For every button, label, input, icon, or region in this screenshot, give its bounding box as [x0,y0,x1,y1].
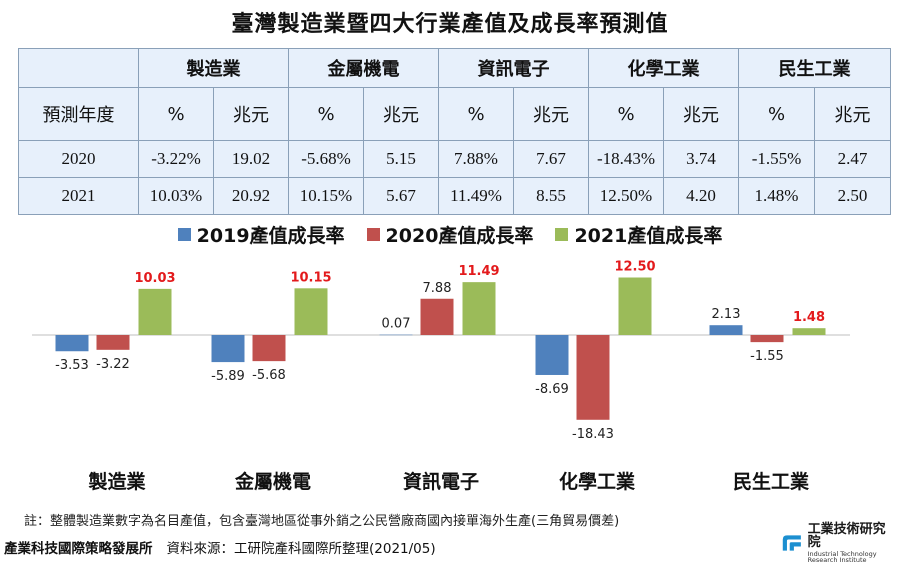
bar [750,335,784,343]
unit-pct-cell: % [288,87,364,141]
table-cell: 7.88% [438,140,514,178]
table-cell: 3.74 [663,140,739,178]
bar [96,335,130,350]
unit-pct-cell: % [138,87,214,141]
bar [211,335,245,363]
itri-logo-icon [780,533,804,553]
unit-pct-cell: % [588,87,664,141]
source-text: 資料來源：工研院產科國際所整理(2021/05) [166,541,436,557]
year-cell: 2021 [18,177,139,215]
unit-pct-cell: % [438,87,514,141]
category-label: 化學工業 [559,470,636,493]
table-cell: 2.47 [814,140,891,178]
legend-item: 2021產值成長率 [555,221,722,248]
table-cell: -18.43% [588,140,664,178]
table-cell: 19.02 [213,140,289,178]
chart-title: 臺灣製造業暨四大行業產值及成長率預測值 [231,12,669,37]
table-cell: 20.92 [213,177,289,215]
table-cell: 10.15% [288,177,364,215]
table-unit-row: 預測年度 % 兆元 % 兆元 % 兆元 % 兆元 % 兆元 [18,87,891,141]
data-label: -3.22 [96,357,130,372]
table-group-header: 資訊電子 [438,48,589,88]
table-cell: 5.67 [363,177,439,215]
bar [576,335,610,420]
category-label: 金屬機電 [234,470,311,493]
bar [252,335,286,362]
table-corner-cell [18,48,139,88]
table-cell: 4.20 [663,177,739,215]
data-label: 11.49 [458,264,499,279]
data-label: 0.07 [382,317,411,332]
category-label: 民生工業 [733,470,810,493]
legend-swatch [177,227,191,241]
data-label: 2.13 [712,307,741,322]
unit-pct-cell: % [738,87,815,141]
table-row: 2020 -3.22% 19.02 -5.68% 5.15 7.88% 7.67… [18,140,891,178]
data-label: 1.48 [793,310,825,325]
chart-legend: 2019產值成長率 2020產值成長率 2021產值成長率 [0,220,900,248]
table-header-row: 製造業 金屬機電 資訊電子 化學工業 民生工業 [18,48,891,88]
bar [420,298,454,335]
legend-label: 2021產值成長率 [574,224,723,247]
table-cell: 10.03% [138,177,214,215]
itri-logo: 工業技術研究院 Industrial Technology Research I… [780,521,898,563]
unit-value-cell: 兆元 [213,87,289,141]
data-label: -1.55 [750,349,784,364]
bar [55,335,89,352]
bar [138,288,172,335]
bar [535,335,569,375]
bar [618,277,652,335]
legend-item: 2020產值成長率 [366,221,534,248]
bar [792,328,826,335]
data-label: -5.89 [211,369,245,384]
bar [379,334,413,336]
table-group-header: 金屬機電 [288,48,439,88]
unit-value-cell: 兆元 [663,87,739,141]
table-group-header: 製造業 [138,48,289,88]
table-cell: 12.50% [588,177,664,215]
legend-swatch [366,227,380,241]
source-line: 產業科技國際策略發展所 資料來源：工研院產科國際所整理(2021/05) [4,537,436,557]
unit-value-cell: 兆元 [363,87,439,141]
category-label: 資訊電子 [403,470,479,493]
table-group-header: 民生工業 [738,48,891,88]
table-cell: 7.67 [513,140,589,178]
data-label: -8.69 [535,382,569,397]
category-label: 製造業 [87,470,146,493]
table-cell: 5.15 [363,140,439,178]
footnote: 註：整體製造業數字為名目產值，包含臺灣地區從事外銷之公民營廠商國內接單海外生產(… [24,514,620,529]
logo-name-en: Industrial Technology Research Institute [807,549,877,564]
table-cell: -1.55% [738,140,815,178]
bar [294,288,328,335]
source-org: 產業科技國際策略發展所 [4,541,153,557]
table-group-header: 化學工業 [588,48,739,88]
data-label: 10.15 [290,270,331,285]
logo-name-cn: 工業技術研究院 [807,521,886,550]
table-cell: 11.49% [438,177,514,215]
bar-chart: -3.53 -5.89 0.07 -8.69 2.13 -3.22 -5.68 7.88 -18… [32,260,850,493]
table-cell: -3.22% [138,140,214,178]
year-cell: 2020 [18,140,139,178]
data-label: 12.50 [614,260,655,275]
data-label: 7.88 [423,281,452,296]
table-row: 2021 10.03% 20.92 10.15% 5.67 11.49% 8.5… [18,177,891,215]
forecast-table: 製造業 金屬機電 資訊電子 化學工業 民生工業 預測年度 % 兆元 % 兆元 %… [18,48,891,215]
legend-label: 2020產值成長率 [385,224,534,247]
table-cell: 2.50 [814,177,891,215]
data-label: -5.68 [252,368,286,383]
data-label: -3.53 [55,358,89,373]
bar [462,282,496,335]
table-cell: 1.48% [738,177,815,215]
legend-label: 2019產值成長率 [196,224,345,247]
table-cell: -5.68% [288,140,364,178]
bar [709,325,743,335]
legend-swatch [555,227,569,241]
data-label: -18.43 [572,427,614,442]
table-cell: 8.55 [513,177,589,215]
data-label: 10.03 [134,271,175,286]
legend-item: 2019產值成長率 [177,221,345,248]
unit-value-cell: 兆元 [814,87,891,141]
unit-value-cell: 兆元 [513,87,589,141]
table-row-label: 預測年度 [18,87,139,141]
